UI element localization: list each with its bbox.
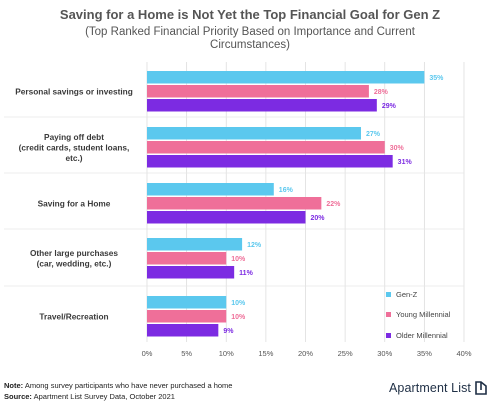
note-label: Note:	[4, 381, 24, 390]
data-label: 29%	[382, 103, 397, 110]
category-label: (car, wedding, etc.)	[37, 259, 112, 269]
x-tick-label: 5%	[181, 349, 192, 358]
category-label: etc.)	[65, 153, 82, 163]
data-label: 30%	[390, 145, 405, 152]
bar	[147, 266, 235, 279]
bar	[147, 324, 219, 337]
category-label: (credit cards, student loans,	[19, 142, 130, 152]
category-label: Saving for a Home	[38, 198, 111, 208]
data-label: 28%	[374, 89, 389, 96]
bar	[147, 310, 227, 323]
bar	[147, 155, 393, 168]
footnote: Note: Among survey participants who have…	[4, 381, 232, 390]
legend-label: Young Millennial	[396, 310, 451, 319]
bar	[147, 238, 243, 251]
data-label: 27%	[366, 131, 381, 138]
data-label: 11%	[239, 270, 253, 277]
note-text: Among survey participants who have never…	[23, 381, 233, 390]
source-line: Source: Apartment List Survey Data, Octo…	[4, 392, 175, 401]
data-label: 22%	[326, 201, 341, 208]
chart-subtitle-line: (Top Ranked Financial Priority Based on …	[85, 26, 416, 38]
bar	[147, 211, 306, 224]
data-label: 20%	[311, 215, 326, 222]
chart-subtitle-line: Circumstances)	[210, 39, 290, 51]
legend: Gen-Z Young Millennial Older Millennial	[386, 290, 451, 340]
legend-label: Older Millennial	[396, 331, 448, 340]
brand-name: Apartment List	[389, 381, 471, 395]
bar	[147, 252, 227, 265]
category-labels: Personal savings or investing Paying off …	[15, 86, 133, 321]
x-tick-label: 15%	[258, 349, 273, 358]
data-label: 10%	[231, 300, 246, 307]
category-label: Paying off debt	[44, 132, 104, 142]
source-text: Apartment List Survey Data, October 2021	[31, 392, 175, 401]
data-label: 10%	[231, 256, 246, 263]
bar	[147, 71, 425, 84]
apartment-list-logo-icon	[475, 381, 487, 395]
x-tick-label: 0%	[142, 349, 153, 358]
x-axis-ticks: 0% 5% 10% 15% 20% 25% 30% 35% 40%	[142, 349, 472, 358]
bar	[147, 197, 322, 210]
bar	[147, 85, 369, 98]
source-label: Source:	[4, 392, 32, 401]
bar	[147, 141, 385, 154]
chart-subtitle: (Top Ranked Financial Priority Based on …	[85, 26, 416, 51]
x-tick-label: 40%	[456, 349, 471, 358]
data-label: 16%	[279, 187, 294, 194]
x-tick-label: 30%	[377, 349, 392, 358]
category-label: Other large purchases	[30, 248, 118, 258]
bars: 35%27%16%12%10%28%30%22%10%10%29%31%20%1…	[147, 71, 444, 337]
legend-swatch	[386, 312, 391, 317]
data-label: 9%	[223, 328, 234, 335]
data-label: 31%	[398, 159, 413, 166]
x-tick-label: 10%	[219, 349, 234, 358]
x-tick-label: 35%	[417, 349, 432, 358]
brand-logo: Apartment List	[389, 380, 488, 396]
data-label: 10%	[231, 314, 246, 321]
bar	[147, 99, 377, 112]
data-label: 12%	[247, 242, 262, 249]
legend-label: Gen-Z	[396, 290, 418, 299]
legend-swatch	[386, 333, 391, 338]
chart-title: Saving for a Home is Not Yet the Top Fin…	[60, 7, 440, 22]
category-label: Travel/Recreation	[39, 311, 108, 321]
bar	[147, 296, 227, 309]
bar	[147, 183, 274, 196]
x-tick-label: 20%	[298, 349, 313, 358]
data-label: 35%	[429, 75, 444, 82]
bar	[147, 127, 361, 140]
legend-swatch	[386, 292, 391, 297]
category-label: Personal savings or investing	[15, 86, 133, 96]
x-tick-label: 25%	[338, 349, 353, 358]
